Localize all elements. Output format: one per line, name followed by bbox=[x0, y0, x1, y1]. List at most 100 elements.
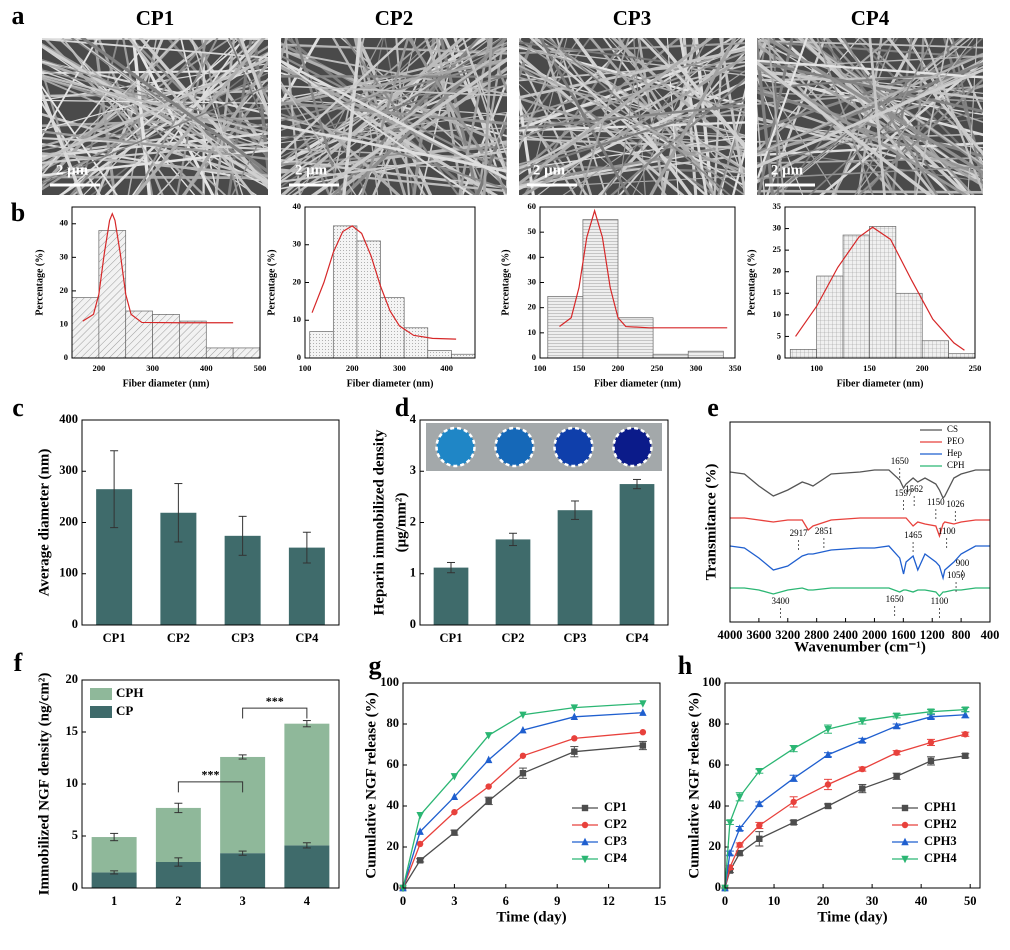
fiber bbox=[923, 38, 983, 195]
histogram-bar bbox=[921, 340, 949, 359]
fiber bbox=[310, 57, 507, 195]
fibers bbox=[519, 38, 745, 195]
fiber bbox=[281, 150, 507, 183]
fiber bbox=[42, 99, 268, 104]
y-tick-label: 20 bbox=[66, 672, 79, 686]
fibers bbox=[757, 28, 1010, 205]
fiber bbox=[0, 28, 2, 205]
fiber bbox=[819, 59, 983, 195]
fiber bbox=[519, 76, 745, 138]
panel-label: f bbox=[14, 648, 23, 677]
y-tick-label: 10 bbox=[66, 776, 79, 790]
fiber bbox=[987, 28, 1010, 205]
marker bbox=[901, 821, 909, 829]
marker bbox=[892, 721, 901, 730]
marker bbox=[416, 827, 424, 835]
fiber bbox=[757, 90, 983, 158]
legend-label: CP3 bbox=[604, 834, 627, 848]
fiber bbox=[519, 153, 745, 187]
x-tick-label: 200 bbox=[92, 363, 105, 373]
fiber bbox=[562, 70, 745, 195]
fiber bbox=[200, 38, 239, 195]
histogram-bar bbox=[948, 353, 976, 359]
legend-label: CP1 bbox=[604, 800, 627, 814]
fiber bbox=[579, 38, 630, 195]
y-axis-label: Percentage (%) bbox=[266, 249, 277, 315]
fiber bbox=[281, 38, 466, 195]
y-axis-label: Percentage (%) bbox=[746, 249, 757, 315]
marker bbox=[962, 752, 969, 759]
y-axis-label: Transmitance (%) bbox=[703, 464, 719, 581]
error-bar bbox=[110, 832, 119, 842]
fiber bbox=[519, 163, 745, 174]
legend-swatch bbox=[90, 688, 112, 700]
fiber bbox=[797, 38, 969, 195]
error-bar bbox=[509, 532, 517, 547]
fiber bbox=[42, 141, 268, 164]
y-tick-label: 10 bbox=[293, 314, 302, 324]
y-tick-label: 40 bbox=[293, 201, 302, 211]
x-tick-label: 6 bbox=[503, 894, 509, 908]
bar-segment bbox=[284, 723, 330, 846]
x-tick-label: 40 bbox=[915, 894, 928, 908]
marker bbox=[736, 841, 743, 849]
fiber bbox=[886, 38, 983, 157]
plot-frame bbox=[419, 419, 669, 626]
fiber bbox=[519, 103, 745, 130]
marker bbox=[859, 765, 866, 773]
fiber bbox=[639, 38, 745, 147]
error-bar bbox=[302, 842, 311, 849]
marker bbox=[736, 824, 744, 832]
histogram-bar bbox=[152, 314, 180, 359]
y-tick-label: 20 bbox=[528, 302, 537, 312]
fiber bbox=[519, 135, 745, 142]
fiber bbox=[281, 168, 507, 193]
marker bbox=[961, 710, 969, 718]
x-tick-label: CP2 bbox=[167, 631, 190, 645]
fiber bbox=[757, 52, 983, 132]
y-axis-label: Cumulative NGF release (%) bbox=[686, 692, 702, 878]
x-axis-label: Time (day) bbox=[496, 909, 566, 925]
fiber bbox=[519, 51, 745, 140]
x-tick-label: 200 bbox=[612, 363, 625, 373]
marker bbox=[790, 819, 797, 826]
fiber bbox=[808, 38, 983, 195]
histogram-bar bbox=[403, 327, 429, 359]
marker bbox=[927, 739, 935, 746]
histogram-bar bbox=[869, 226, 897, 359]
x-tick-label: CP3 bbox=[231, 631, 254, 645]
x-tick-label: CP4 bbox=[626, 631, 650, 645]
plot-frame bbox=[784, 206, 976, 359]
fit-curve bbox=[559, 208, 728, 329]
fiber bbox=[281, 84, 401, 195]
y-tick-label: 20 bbox=[293, 276, 302, 286]
image-title: CP4 bbox=[851, 6, 890, 30]
fiber bbox=[442, 38, 507, 177]
y-axis-label: Percentage (%) bbox=[500, 249, 511, 315]
y-tick-label: 5 bbox=[777, 330, 781, 340]
x-axis-label: Fiber diameter (nm) bbox=[123, 378, 210, 389]
bar-segment bbox=[91, 837, 137, 873]
y-tick-label: 20 bbox=[773, 266, 782, 276]
x-tick-label: 100 bbox=[299, 363, 312, 373]
error-bar bbox=[174, 802, 183, 814]
x-tick-label: 10 bbox=[768, 894, 781, 908]
bar-segment bbox=[284, 845, 330, 888]
scale-bar-label: 2 μm bbox=[295, 162, 328, 178]
y-tick-label: 200 bbox=[59, 514, 78, 528]
plot-frame bbox=[81, 679, 340, 889]
fiber bbox=[519, 53, 685, 195]
fiber bbox=[857, 78, 983, 195]
y-tick-label: 100 bbox=[59, 566, 78, 580]
plot-frame bbox=[724, 682, 981, 889]
marker bbox=[519, 711, 527, 719]
x-tick-label: 3600 bbox=[746, 628, 771, 642]
panel-label: b bbox=[11, 198, 25, 227]
fiber bbox=[424, 38, 484, 195]
error-bar bbox=[238, 850, 247, 856]
y-tick-label: 10 bbox=[773, 309, 782, 319]
panel-label: h bbox=[678, 651, 693, 680]
y-axis-label: Average diameter (nm) bbox=[36, 449, 52, 597]
fiber bbox=[519, 38, 564, 151]
